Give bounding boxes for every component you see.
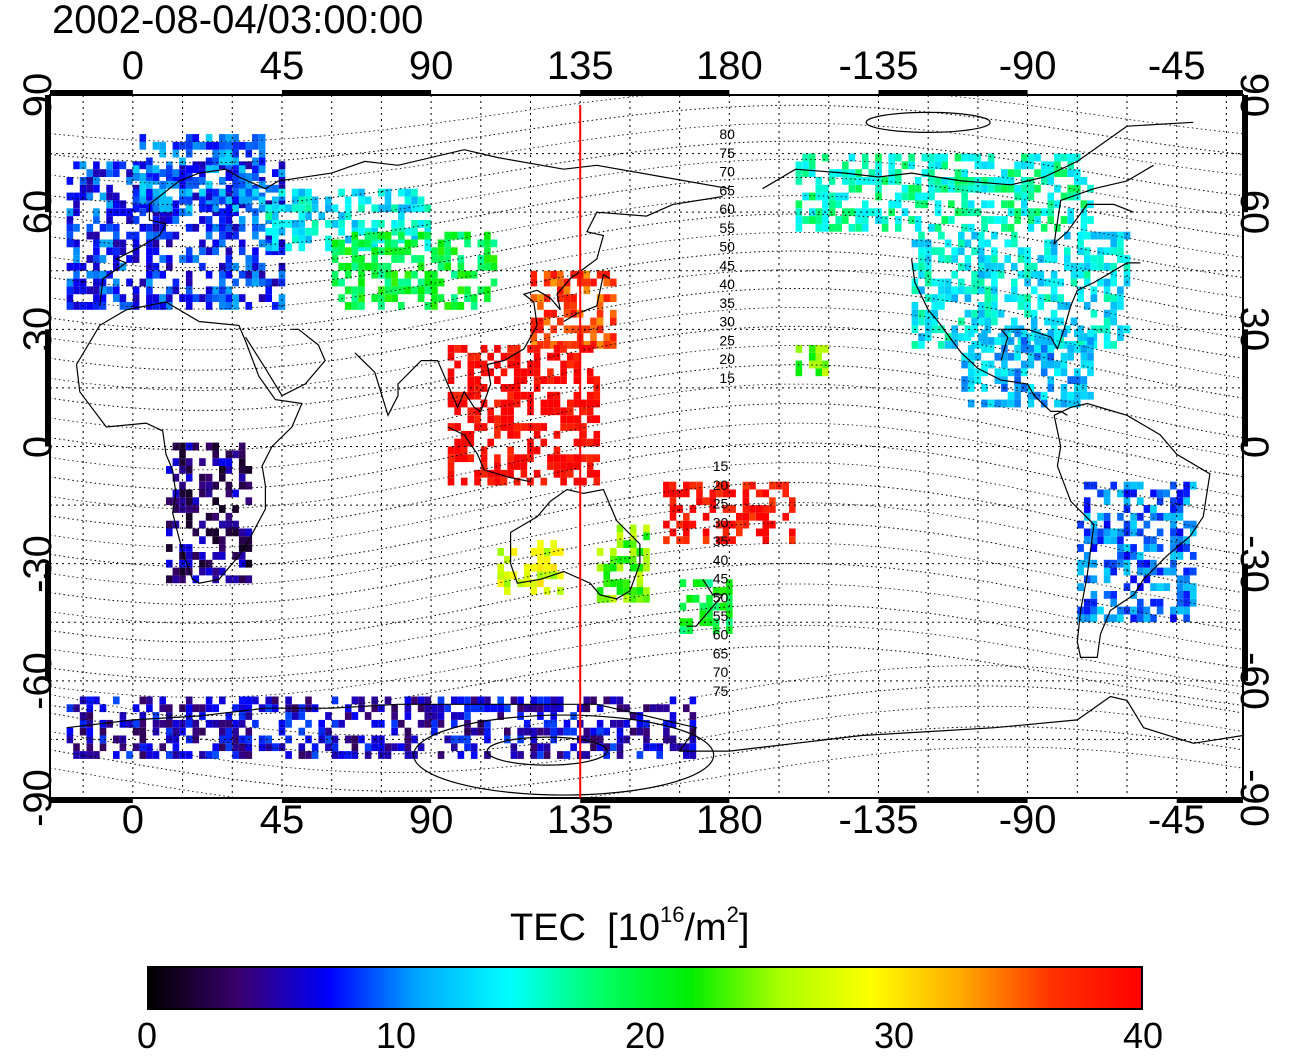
tec-region-russia [265, 188, 432, 252]
lon-tick-label-bottom: -45 [1147, 798, 1206, 842]
tec-region-pacific-islands [663, 481, 796, 545]
tec-region-australia-east [596, 524, 650, 603]
coastline [563, 273, 611, 323]
lat-tick-label-right: -90 [1232, 769, 1276, 827]
coastline [66, 695, 1243, 752]
colorbar-tick-label: 20 [624, 1015, 666, 1056]
lat-tick-label-right: -30 [1232, 534, 1276, 593]
contour-label: 65 [713, 645, 729, 661]
lon-tick-label-top: 90 [408, 44, 454, 88]
colorbar-title: TEC [1016/m2] [510, 902, 750, 950]
lon-tick-label-top: 180 [695, 44, 763, 88]
contour-label: 15 [713, 458, 729, 474]
contour-label: 55 [713, 608, 729, 624]
lon-tick-label-top: 135 [546, 44, 614, 88]
lat-tick-label-left: -30 [16, 534, 60, 593]
contour-label: 20 [713, 477, 729, 493]
contour-label: 65 [719, 182, 735, 198]
lat-tick-label-left: -60 [16, 651, 60, 710]
contour-label: 35 [713, 533, 729, 549]
contour-label: 20 [719, 351, 735, 367]
contour-label: 70 [719, 164, 735, 180]
lat-tick-label-right: 60 [1232, 189, 1276, 235]
lon-tick-label-top: 0 [121, 44, 144, 88]
contour-label: 40 [713, 552, 729, 568]
lon-tick-label-top: -90 [998, 44, 1057, 88]
lat-tick-label-left: 90 [16, 72, 60, 118]
coastline [354, 195, 723, 417]
colorbar-tick-label: 10 [375, 1015, 417, 1056]
tec-region-north-america [911, 231, 1131, 349]
coastline [244, 328, 326, 397]
contour-label: 25 [719, 332, 735, 348]
contour-label: 45 [713, 571, 729, 587]
tec-world-map: 80 75 70 65 60 55 50 45 40 35 30 25 20 15 15 20 25 30 35 40… [45, 90, 1248, 803]
contour-label: 30 [713, 514, 729, 530]
contour-label: 75 [713, 683, 729, 699]
lon-tick-label-bottom: -90 [998, 798, 1057, 842]
axis-frame [45, 90, 1248, 803]
tec-region-se-asia [447, 345, 601, 486]
contour-label: 55 [719, 220, 735, 236]
contour-label: 45 [719, 257, 735, 273]
lat-tick-label-left: 60 [16, 189, 60, 235]
map-title: 2002-08-04/03:00:00 [52, 0, 424, 42]
lon-tick-label-bottom: 135 [546, 798, 614, 842]
contour-label: 15 [719, 370, 735, 386]
contour-label: 30 [719, 314, 735, 330]
coastlines [66, 121, 1243, 752]
lat-tick-label-left: 0 [16, 435, 60, 458]
contour-label: 60 [713, 627, 729, 643]
lon-tick-label-top: 45 [259, 44, 305, 88]
colorbar-tick-label: 40 [1122, 1015, 1164, 1056]
lat-tick-label-right: -60 [1232, 651, 1276, 710]
colorbar-tick-label: 0 [136, 1015, 158, 1056]
contour-label: 60 [719, 201, 735, 217]
lon-tick-label-top: -45 [1147, 44, 1206, 88]
lat-tick-label-left: -90 [16, 769, 60, 827]
colorbar [147, 966, 1143, 1010]
coastline [1053, 402, 1211, 658]
magnetic-latitude-contours: 80 75 70 65 60 55 50 45 40 35 30 25 20 15 15 20 25 30 35 40… [50, 95, 1243, 798]
contour-label: 50 [719, 239, 735, 255]
coastline [75, 301, 303, 584]
coastline [686, 578, 724, 627]
lon-tick-label-bottom: 0 [121, 798, 144, 842]
contour-label: 25 [713, 496, 729, 512]
contour-label: 70 [713, 664, 729, 680]
tec-region-new-zealand [679, 579, 733, 634]
colorbar-tick-label: 30 [873, 1015, 915, 1056]
coastline [762, 121, 1194, 190]
coastline [510, 488, 641, 600]
contour-label: 35 [719, 295, 735, 311]
lat-tick-label-left: 30 [16, 307, 60, 352]
coastline [99, 149, 730, 306]
lat-tick-label-right: 90 [1232, 72, 1276, 118]
coastline [1053, 164, 1154, 245]
lon-tick-label-bottom: 180 [695, 798, 763, 842]
contour-label: 75 [719, 145, 735, 161]
coastline [911, 258, 1068, 416]
lon-tick-label-bottom: 45 [259, 798, 305, 842]
lat-tick-label-right: 0 [1232, 435, 1276, 458]
coastline [447, 426, 531, 483]
lon-tick-label-bottom: 90 [408, 798, 454, 842]
lon-tick-label-bottom: -135 [838, 798, 919, 842]
tec-region-japan-korea [530, 270, 617, 349]
lat-tick-label-right: 30 [1232, 307, 1276, 352]
contour-label: 80 [719, 126, 735, 142]
contour-label: 40 [719, 276, 735, 292]
lon-tick-label-top: -135 [838, 44, 919, 88]
coastline [999, 262, 1141, 361]
